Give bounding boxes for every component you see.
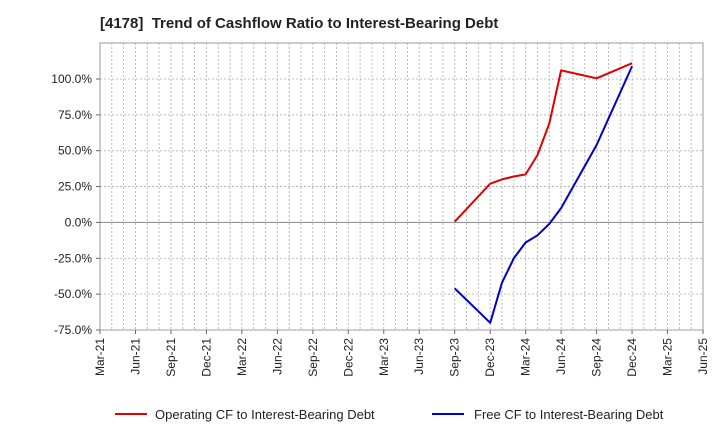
y-tick-label: -25.0%: [54, 251, 92, 265]
series-line: [453, 62, 633, 223]
y-tick-label: 50.0%: [58, 144, 92, 158]
y-tick-label: -75.0%: [54, 323, 92, 337]
y-tick-label: 75.0%: [58, 108, 92, 122]
x-tick-label: Sep-22: [306, 338, 320, 377]
series-lines: [453, 62, 634, 324]
legend-label: Operating CF to Interest-Bearing Debt: [155, 407, 375, 422]
x-tick-label: Jun-21: [128, 338, 142, 375]
x-tick-label: Sep-21: [164, 338, 178, 377]
x-tick-label: Jun-24: [554, 338, 568, 375]
x-tick-label: Jun-22: [270, 338, 284, 375]
x-tick-label: Mar-21: [93, 338, 107, 376]
x-tick-label: Mar-25: [661, 338, 675, 376]
x-tick-label: Mar-24: [519, 338, 533, 376]
x-tick-label: Dec-21: [199, 338, 213, 377]
x-tick-label: Sep-23: [448, 338, 462, 377]
x-tick-label: Sep-24: [590, 338, 604, 377]
y-tick-label: -50.0%: [54, 287, 92, 301]
y-tick-label: 0.0%: [65, 215, 93, 229]
x-tick-label: Dec-22: [341, 338, 355, 377]
y-axis: 100.0% 75.0% 50.0% 25.0% 0.0% -25.0% -50.0% -75…: [51, 72, 100, 337]
series-line: [454, 65, 634, 324]
x-axis: Mar-21 Jun-21 Sep-21 Dec-21 Mar-22 Jun-22 Sep-…: [93, 330, 710, 377]
x-tick-label: Dec-23: [483, 338, 497, 377]
chart-title: [4178] Trend of Cashflow Ratio to Intere…: [100, 15, 499, 32]
x-tick-label: Dec-24: [625, 338, 639, 377]
x-tick-label: Mar-22: [235, 338, 249, 376]
x-tick-label: Jun-25: [696, 338, 710, 375]
legend-label: Free CF to Interest-Bearing Debt: [474, 407, 664, 422]
y-tick-label: 25.0%: [58, 180, 92, 194]
legend: Operating CF to Interest-Bearing Debt Fre…: [115, 407, 664, 422]
y-tick-label: 100.0%: [51, 72, 92, 86]
x-tick-label: Mar-23: [377, 338, 391, 376]
x-tick-label: Jun-23: [412, 338, 426, 375]
grid: [100, 43, 703, 331]
